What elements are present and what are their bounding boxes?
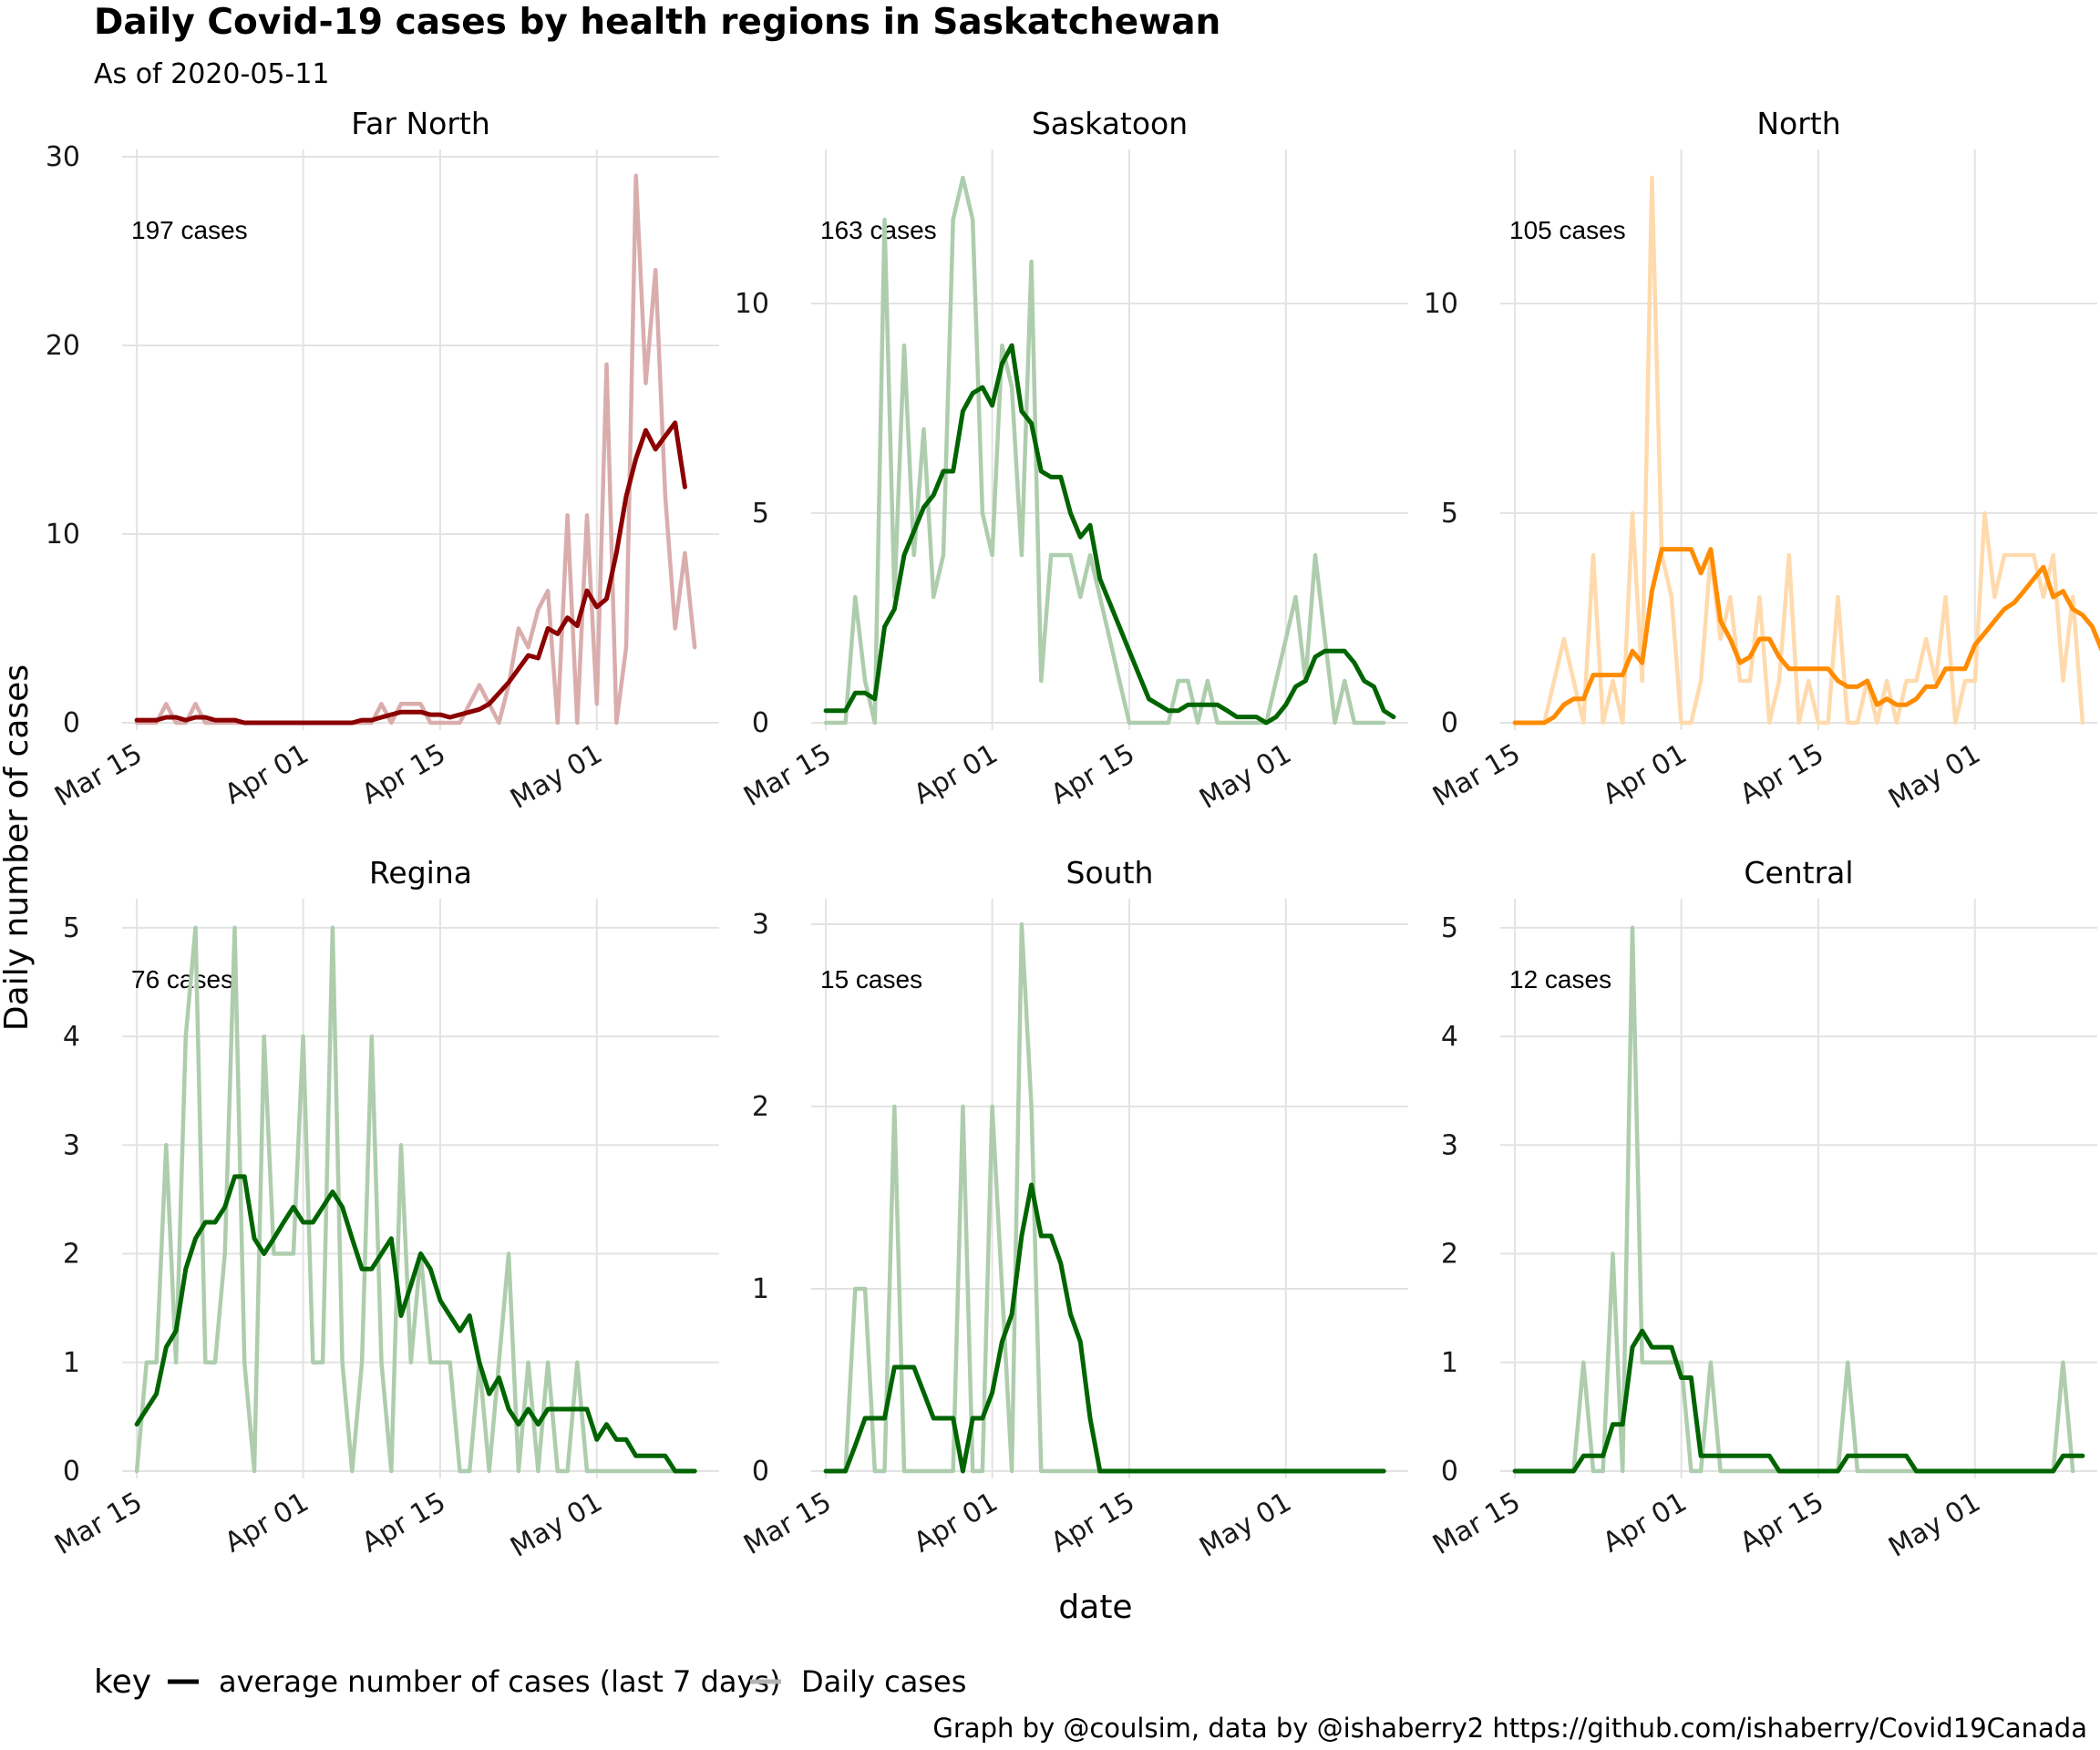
average-cases-line xyxy=(823,1182,1386,1474)
y-axis-label: Daily number of cases xyxy=(0,664,36,1031)
average-cases-line xyxy=(134,1174,697,1474)
x-tick-label: May 01 xyxy=(505,738,608,816)
panel-south: 0 1 2 3 Mar 15 Apr 01 Apr 15 May 01 South 15 case… xyxy=(738,855,1408,1564)
x-tick-label: May 01 xyxy=(505,1487,608,1564)
x-tick-label: May 01 xyxy=(1194,1487,1297,1564)
x-tick-label: May 01 xyxy=(1883,738,1986,816)
y-tick-label: 0 xyxy=(1441,707,1458,739)
case-total-annotation: 15 cases xyxy=(820,965,922,993)
panel-far-north: 0 10 20 30 Mar 15 Apr 01 Apr 15 May 01 Far North… xyxy=(46,106,719,816)
x-tick-label: Apr 15 xyxy=(1045,738,1140,811)
y-tick-label: 5 xyxy=(63,912,80,944)
daily-cases-line xyxy=(134,173,697,726)
x-axis-label: date xyxy=(1058,1589,1132,1626)
y-tick-label: 2 xyxy=(63,1239,80,1271)
x-tick-label: Mar 15 xyxy=(738,738,837,813)
y-tick-label: 1 xyxy=(752,1273,769,1305)
daily-cases-line xyxy=(1512,925,2075,1474)
x-tick-label: Mar 15 xyxy=(1427,738,1526,813)
y-tick-label: 10 xyxy=(735,288,769,320)
case-total-annotation: 163 cases xyxy=(820,216,937,244)
facet-title-saskatoon: Saskatoon xyxy=(1032,106,1188,141)
y-tick-label: 1 xyxy=(1441,1347,1458,1379)
y-tick-label: 20 xyxy=(46,330,80,362)
panel-saskatoon: 0 5 10 Mar 15 Apr 01 Apr 15 May 01 Saskatoon 163… xyxy=(735,106,1408,816)
case-total-annotation: 12 cases xyxy=(1509,965,1611,993)
y-tick-label: 30 xyxy=(46,141,80,173)
y-tick-label: 10 xyxy=(1424,288,1458,320)
facet-title-central: Central xyxy=(1744,855,1853,890)
x-tick-label: Mar 15 xyxy=(738,1487,837,1561)
x-tick-label: Apr 01 xyxy=(220,738,314,811)
y-tick-label: 0 xyxy=(752,1456,769,1488)
case-total-annotation: 76 cases xyxy=(131,965,233,993)
y-tick-label: 10 xyxy=(46,519,80,551)
average-cases-line xyxy=(1512,1328,2085,1474)
panel-regina: 0 1 2 3 4 5 Mar 15 Apr 01 Apr 15 May 01 Regina 76 c… xyxy=(49,855,719,1564)
x-tick-label: Mar 15 xyxy=(49,738,148,813)
x-tick-label: Apr 01 xyxy=(220,1487,314,1560)
x-tick-label: Apr 01 xyxy=(909,1487,1004,1560)
daily-cases-line xyxy=(1512,175,2085,726)
y-tick-label: 3 xyxy=(752,909,769,941)
x-tick-label: Apr 15 xyxy=(1735,1487,1829,1560)
y-tick-label: 5 xyxy=(1441,498,1458,530)
facet-title-far-north: Far North xyxy=(351,106,490,141)
chart-caption: Graph by @coulsim, data by @ishaberry2 h… xyxy=(932,1713,2087,1744)
y-tick-label: 0 xyxy=(63,707,80,739)
y-tick-label: 5 xyxy=(1441,912,1458,944)
panel-central: 0 1 2 3 4 5 Mar 15 Apr 01 Apr 15 May 01 Central 12 … xyxy=(1427,855,2097,1564)
average-cases-line xyxy=(823,343,1396,726)
chart-title: Daily Covid-19 cases by health regions i… xyxy=(94,2,1220,43)
x-tick-label: Mar 15 xyxy=(49,1487,148,1561)
facet-title-north: North xyxy=(1756,106,1840,141)
legend: key average number of cases (last 7 days… xyxy=(94,1663,966,1701)
average-cases-line xyxy=(1512,547,2100,726)
y-tick-label: 0 xyxy=(752,707,769,739)
legend-entry-average: average number of cases (last 7 days) xyxy=(219,1664,781,1699)
legend-title: key xyxy=(94,1663,151,1701)
chart-subtitle: As of 2020-05-11 xyxy=(94,58,330,90)
y-tick-label: 2 xyxy=(752,1091,769,1123)
y-tick-label: 0 xyxy=(63,1456,80,1488)
x-tick-label: Apr 15 xyxy=(356,1487,451,1560)
y-tick-label: 4 xyxy=(1441,1021,1458,1053)
y-tick-label: 2 xyxy=(1441,1239,1458,1271)
facet-title-regina: Regina xyxy=(369,855,472,890)
y-tick-label: 4 xyxy=(63,1021,80,1053)
facet-title-south: South xyxy=(1066,855,1154,890)
legend-entry-daily: Daily cases xyxy=(801,1664,966,1699)
x-tick-label: Apr 01 xyxy=(1598,738,1693,811)
x-tick-label: May 01 xyxy=(1883,1487,1986,1564)
case-total-annotation: 105 cases xyxy=(1509,216,1626,244)
y-tick-label: 1 xyxy=(63,1347,80,1379)
average-cases-line xyxy=(134,420,687,726)
y-tick-label: 0 xyxy=(1441,1456,1458,1488)
daily-cases-line xyxy=(823,921,1386,1474)
x-tick-label: Apr 15 xyxy=(1045,1487,1140,1560)
x-tick-label: Mar 15 xyxy=(1427,1487,1526,1561)
panel-north: 0 5 10 Mar 15 Apr 01 Apr 15 May 01 North 105 cas… xyxy=(1424,106,2100,816)
y-tick-label: 5 xyxy=(752,498,769,530)
x-tick-label: Apr 15 xyxy=(356,738,451,811)
daily-cases-line xyxy=(134,925,687,1474)
x-tick-label: Apr 15 xyxy=(1735,738,1829,811)
x-tick-label: Apr 01 xyxy=(909,738,1004,811)
case-total-annotation: 197 cases xyxy=(131,216,248,244)
x-tick-label: Apr 01 xyxy=(1598,1487,1693,1560)
y-tick-label: 3 xyxy=(63,1129,80,1161)
x-tick-label: May 01 xyxy=(1194,738,1297,816)
y-tick-label: 3 xyxy=(1441,1129,1458,1161)
daily-cases-line xyxy=(823,175,1386,726)
